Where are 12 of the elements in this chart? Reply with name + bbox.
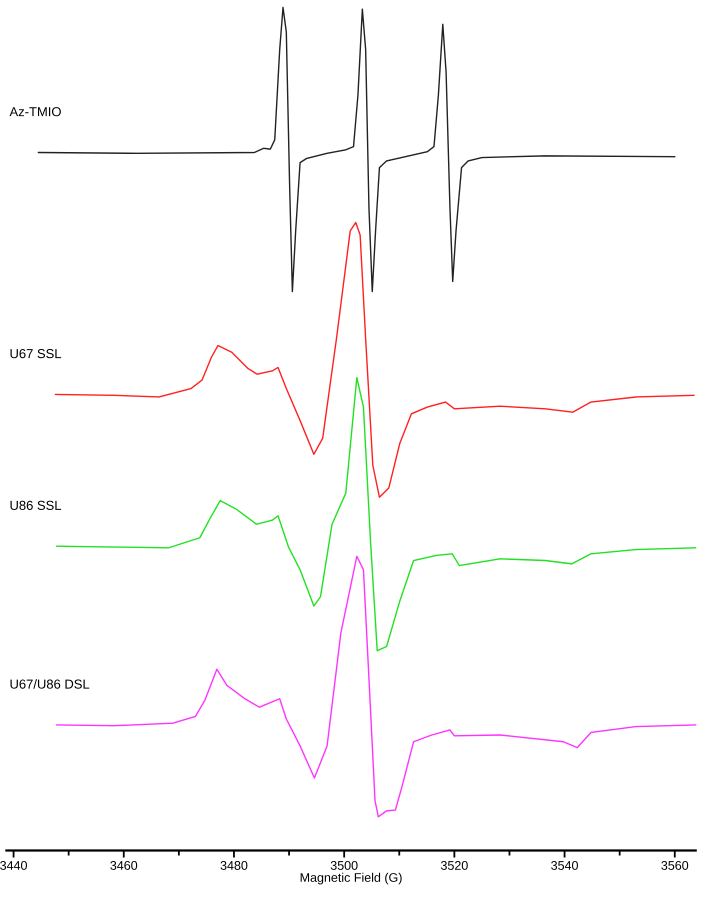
x-axis-title: Magnetic Field (G) [300, 872, 402, 884]
x-tick-label: 3480 [220, 861, 248, 870]
x-tick-label: 3520 [440, 861, 468, 870]
text: Az-TMIO [10, 107, 61, 116]
x-tick-label: 3500 [330, 861, 358, 870]
x-tick-label: 3460 [110, 861, 138, 870]
text: U67/U86 DSL [10, 679, 90, 689]
text: U86 SSL [10, 500, 62, 510]
x-tick-label: 3540 [551, 861, 578, 870]
text: U67 SSL [10, 349, 62, 358]
x-tick-label: 3440 [0, 861, 27, 870]
x-tick-label: 3560 [661, 861, 688, 870]
